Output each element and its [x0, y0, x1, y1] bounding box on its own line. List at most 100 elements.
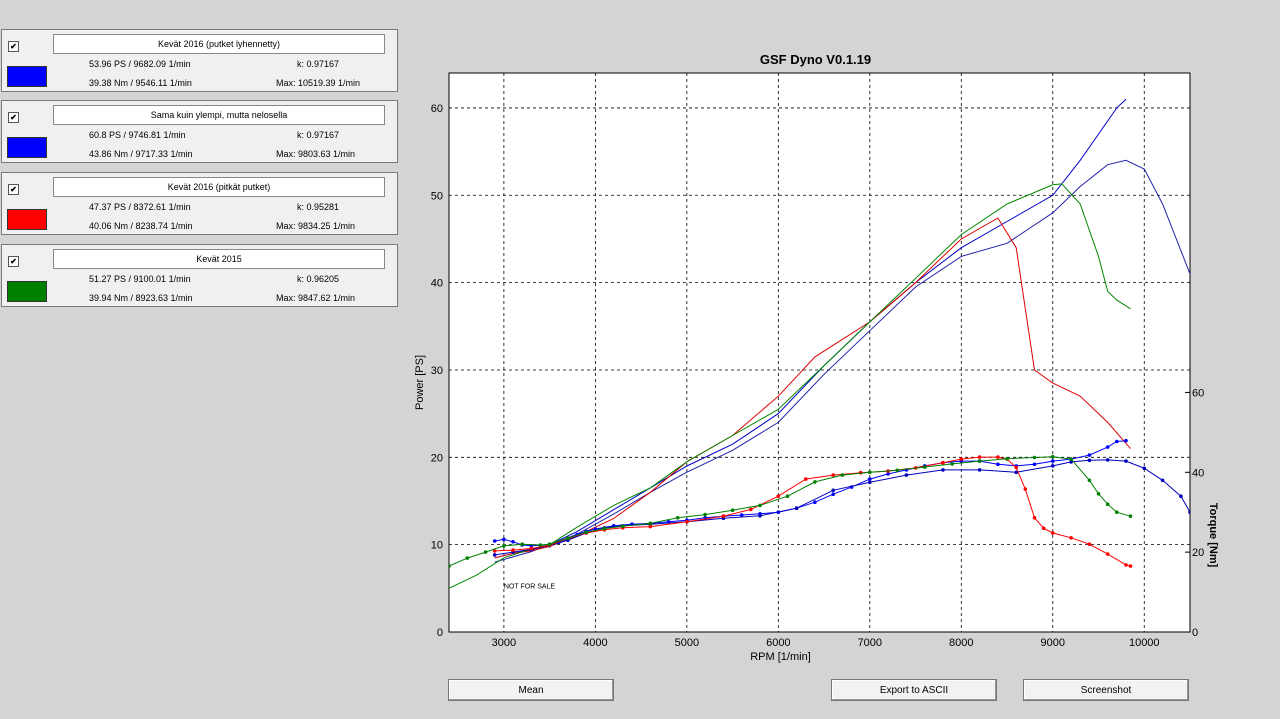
screenshot-button[interactable]: Screenshot	[1023, 679, 1189, 701]
run-name[interactable]: Kevät 2016 (putket lyhennetty)	[53, 34, 385, 54]
torque-point	[1105, 502, 1110, 507]
plot-area	[448, 72, 1191, 633]
series-group	[449, 98, 1190, 589]
run-visible-checkbox[interactable]: ✔	[8, 112, 19, 123]
torque-point	[685, 520, 689, 524]
y2-axis-label: Torque [Nm]	[1207, 503, 1219, 568]
torque-point	[785, 494, 790, 499]
run-visible-checkbox[interactable]: ✔	[8, 41, 19, 52]
torque-point	[529, 546, 534, 551]
x-tick-label: 9000	[1041, 637, 1065, 649]
torque-point	[1032, 455, 1037, 460]
y2-tick-label: 0	[1192, 627, 1198, 639]
torque-point	[1128, 564, 1133, 568]
torque-point	[1105, 445, 1110, 449]
torque-point	[959, 457, 964, 461]
torque-point	[868, 480, 872, 485]
torque-point	[1005, 456, 1009, 461]
torque-point	[1115, 510, 1119, 514]
torque-point	[1124, 563, 1128, 567]
torque-point	[730, 508, 735, 512]
run-visible-checkbox[interactable]: ✔	[8, 256, 19, 267]
torque-point	[1105, 458, 1110, 462]
run-correction-factor: k: 0.95281	[297, 202, 340, 212]
run-correction-factor: k: 0.96205	[297, 274, 340, 284]
run-color-swatch[interactable]	[7, 209, 47, 230]
torque-point	[1124, 459, 1128, 463]
torque-point	[831, 473, 835, 477]
torque-point	[648, 521, 653, 526]
run-panel: ✔ Kevät 2016 (putket lyhennetty) 53.96 P…	[1, 29, 398, 92]
run-name[interactable]: Kevät 2015	[53, 249, 385, 269]
y-tick-label: 50	[431, 190, 443, 202]
y-tick-label: 10	[431, 540, 443, 552]
x-tick-label: 8000	[949, 637, 973, 649]
torque-point	[776, 494, 781, 499]
torque-point	[941, 460, 945, 465]
torque-point	[1041, 526, 1046, 530]
y2-tick-label: 40	[1192, 467, 1204, 479]
torque-point	[449, 564, 451, 568]
torque-point	[996, 462, 1000, 467]
torque-point	[813, 500, 817, 505]
torque-point	[1179, 494, 1183, 499]
torque-point	[584, 530, 588, 534]
torque-point	[868, 470, 872, 475]
torque-point	[1160, 478, 1165, 483]
torque-point	[868, 477, 872, 481]
torque-point	[1069, 457, 1073, 461]
torque-point	[1032, 516, 1037, 520]
torque-point	[831, 492, 835, 497]
watermark-label: NOT FOR SALE	[504, 583, 556, 590]
torque-point	[739, 513, 744, 517]
y-axis-label: Power [PS]	[414, 355, 426, 410]
run-panel: ✔ Kevät 2015 51.27 PS / 9100.01 1/min k:…	[1, 244, 398, 307]
x-tick-label: 7000	[858, 637, 882, 649]
torque-point	[465, 556, 470, 560]
run-max-rpm: Max: 9847.62 1/min	[276, 293, 356, 303]
run-color-swatch[interactable]	[7, 66, 47, 87]
run-visible-checkbox[interactable]: ✔	[8, 184, 19, 195]
run-max-rpm: Max: 9803.63 1/min	[276, 149, 356, 159]
torque-point	[492, 553, 497, 557]
torque-point	[840, 473, 845, 477]
torque-point	[895, 468, 900, 473]
run-name[interactable]: Sama kuin ylempi, mutta nelosella	[53, 105, 385, 125]
chart-title: GSF Dyno V0.1.19	[760, 52, 871, 67]
run-max-torque: 40.06 Nm / 8238.74 1/min	[89, 221, 193, 231]
run-max-torque: 43.86 Nm / 9717.33 1/min	[89, 149, 193, 159]
torque-point	[1014, 465, 1018, 470]
y2-tick-label: 60	[1192, 387, 1204, 399]
torque-point	[1051, 464, 1055, 468]
export-ascii-button[interactable]: Export to ASCII	[831, 679, 997, 701]
torque-point	[1051, 459, 1055, 463]
y-tick-label: 40	[431, 278, 443, 290]
torque-point	[977, 459, 982, 463]
torque-point	[538, 543, 543, 547]
torque-point	[703, 512, 707, 517]
mean-button[interactable]: Mean	[448, 679, 614, 701]
torque-point	[1124, 438, 1128, 443]
run-color-swatch[interactable]	[7, 137, 47, 158]
torque-point	[1142, 466, 1147, 471]
torque-point	[1051, 531, 1055, 535]
torque-point	[794, 506, 799, 511]
torque-point	[675, 516, 680, 520]
torque-point	[941, 468, 945, 472]
run-correction-factor: k: 0.97167	[297, 130, 340, 140]
torque-point	[502, 537, 506, 542]
torque-point	[977, 468, 982, 472]
torque-point	[1032, 462, 1037, 467]
torque-point	[804, 477, 808, 481]
torque-point	[1014, 470, 1018, 475]
torque-point	[566, 536, 570, 540]
torque-point	[502, 544, 506, 548]
run-max-rpm: Max: 9834.25 1/min	[276, 221, 356, 231]
run-color-swatch[interactable]	[7, 281, 47, 302]
x-tick-label: 5000	[675, 637, 699, 649]
run-max-power: 53.96 PS / 9682.09 1/min	[89, 59, 191, 69]
run-name[interactable]: Kevät 2016 (pitkät putket)	[53, 177, 385, 197]
torque-point	[648, 524, 653, 529]
torque-point	[602, 526, 607, 531]
torque-point	[758, 514, 762, 518]
